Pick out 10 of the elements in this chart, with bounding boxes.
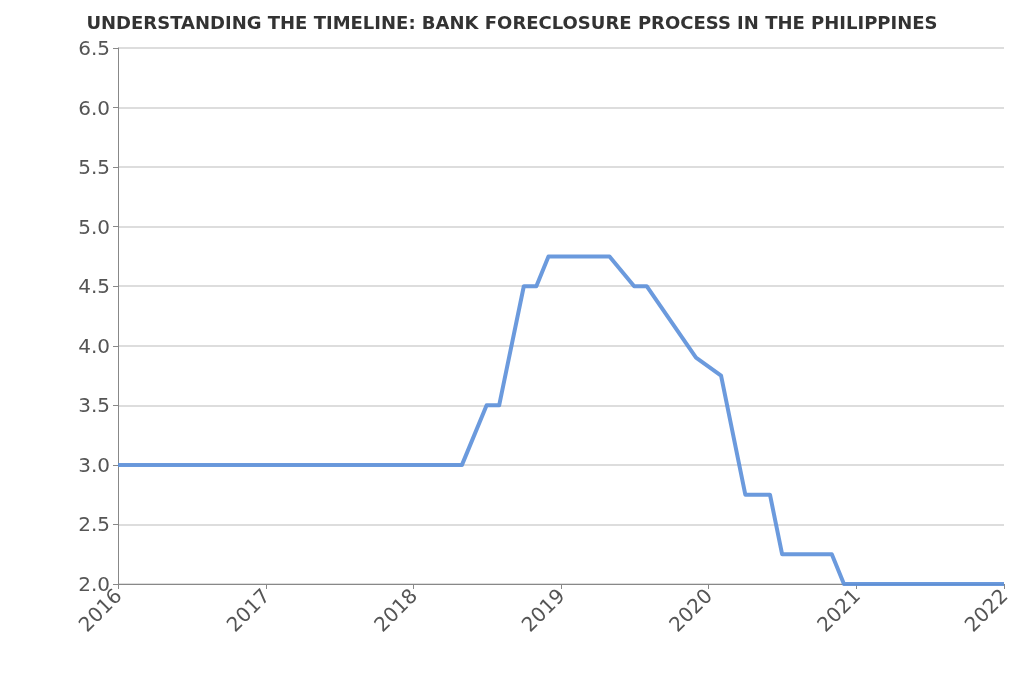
y-tick-label: 6.5 — [78, 36, 110, 60]
y-tick-label: 4.5 — [78, 274, 110, 299]
y-tick-label: 3.5 — [78, 393, 110, 418]
y-tick-label: 2.5 — [78, 512, 110, 537]
y-tick-label: 6.0 — [78, 95, 110, 120]
chart-title: UNDERSTANDING THE TIMELINE: BANK FORECLOSURE PROCESS IN THE PHILIPPINES — [86, 11, 938, 33]
y-tick-label: 4.0 — [78, 333, 110, 358]
y-tick-label: 5.0 — [78, 214, 110, 239]
y-tick-label: 3.0 — [78, 452, 110, 477]
y-tick-label: 5.5 — [78, 155, 110, 180]
